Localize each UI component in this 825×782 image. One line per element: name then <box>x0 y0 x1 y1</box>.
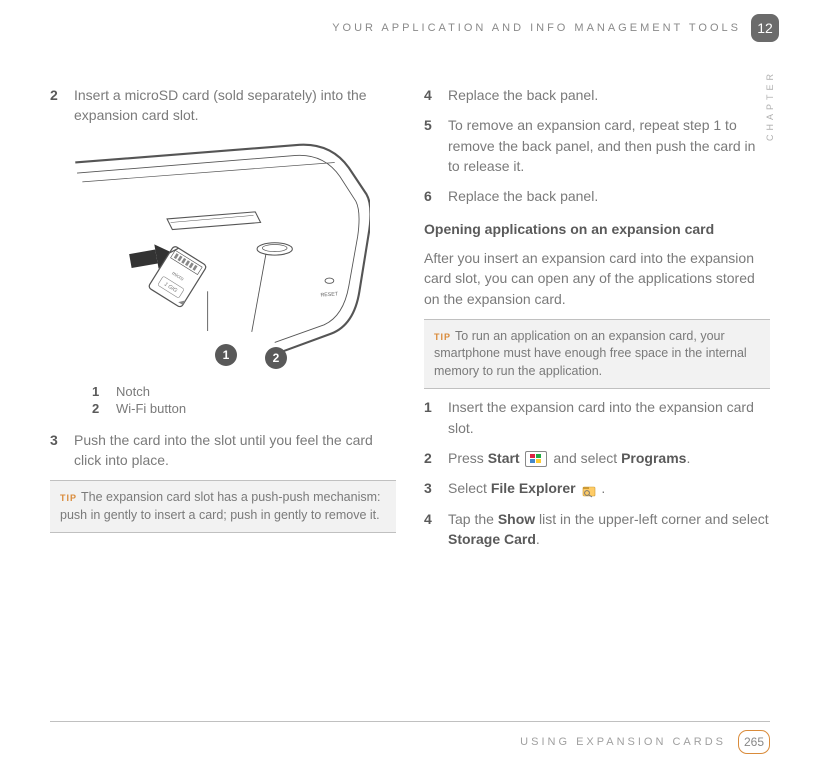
step-number: 3 <box>50 430 62 471</box>
left-column: 2 Insert a microSD card (sold separately… <box>50 85 396 559</box>
windows-start-icon <box>525 451 547 467</box>
step-number: 4 <box>424 509 436 550</box>
illustration-legend: 1 Notch 2 Wi-Fi button <box>92 384 396 416</box>
legend-num: 2 <box>92 401 104 416</box>
tip-label: TIP <box>434 332 451 342</box>
open-step-1: 1 Insert the expansion card into the exp… <box>424 397 770 438</box>
step-text: Tap the Show list in the upper-left corn… <box>448 509 770 550</box>
callout-2: 2 <box>265 347 287 369</box>
step-text: Press Start and select Programs. <box>448 448 690 468</box>
section-heading: Opening applications on an expansion car… <box>424 220 770 240</box>
step-text: Select File Explorer . <box>448 478 605 498</box>
step-text: Replace the back panel. <box>448 85 598 105</box>
svg-text:RESET: RESET <box>320 291 339 298</box>
step-text: Insert a microSD card (sold separately) … <box>74 85 396 126</box>
file-explorer-icon <box>582 483 596 497</box>
legend-num: 1 <box>92 384 104 399</box>
step-number: 2 <box>50 85 62 126</box>
step-number: 4 <box>424 85 436 105</box>
open-step-4: 4 Tap the Show list in the upper-left co… <box>424 509 770 550</box>
step-text: Replace the back panel. <box>448 186 598 206</box>
step-number: 3 <box>424 478 436 498</box>
step-number: 6 <box>424 186 436 206</box>
open-step-3: 3 Select File Explorer . <box>424 478 770 498</box>
step-4: 4 Replace the back panel. <box>424 85 770 105</box>
tip-box: TIPThe expansion card slot has a push-pu… <box>50 480 396 533</box>
bold-start: Start <box>488 450 520 466</box>
page-number-badge: 265 <box>738 730 770 754</box>
tip-text: The expansion card slot has a push-push … <box>60 490 381 522</box>
step-number: 2 <box>424 448 436 468</box>
bold-file-explorer: File Explorer <box>491 480 576 496</box>
page-footer: USING EXPANSION CARDS 265 <box>50 721 770 754</box>
open-step-2: 2 Press Start and select Programs. <box>424 448 770 468</box>
step-2: 2 Insert a microSD card (sold separately… <box>50 85 396 126</box>
section-intro: After you insert an expansion card into … <box>424 248 770 309</box>
bold-storage-card: Storage Card <box>448 531 536 547</box>
bold-show: Show <box>498 511 535 527</box>
tip-box: TIPTo run an application on an expansion… <box>424 319 770 390</box>
chapter-number-badge: 12 <box>751 14 779 42</box>
sd-card-illustration: RESET micro 1 GIG <box>70 136 370 376</box>
step-text: Push the card into the slot until you fe… <box>74 430 396 471</box>
step-6: 6 Replace the back panel. <box>424 186 770 206</box>
bold-programs: Programs <box>621 450 686 466</box>
step-3: 3 Push the card into the slot until you … <box>50 430 396 471</box>
step-5: 5 To remove an expansion card, repeat st… <box>424 115 770 176</box>
step-text: Insert the expansion card into the expan… <box>448 397 770 438</box>
legend-text: Wi-Fi button <box>116 401 186 416</box>
tip-label: TIP <box>60 493 77 503</box>
right-column: 4 Replace the back panel. 5 To remove an… <box>424 85 770 559</box>
step-number: 1 <box>424 397 436 438</box>
step-number: 5 <box>424 115 436 176</box>
tip-text: To run an application on an expansion ca… <box>434 329 747 378</box>
header-title: YOUR APPLICATION AND INFO MANAGEMENT TOO… <box>332 22 741 34</box>
legend-text: Notch <box>116 384 150 399</box>
step-text: To remove an expansion card, repeat step… <box>448 115 770 176</box>
footer-section: USING EXPANSION CARDS <box>520 736 726 748</box>
callout-1: 1 <box>215 344 237 366</box>
